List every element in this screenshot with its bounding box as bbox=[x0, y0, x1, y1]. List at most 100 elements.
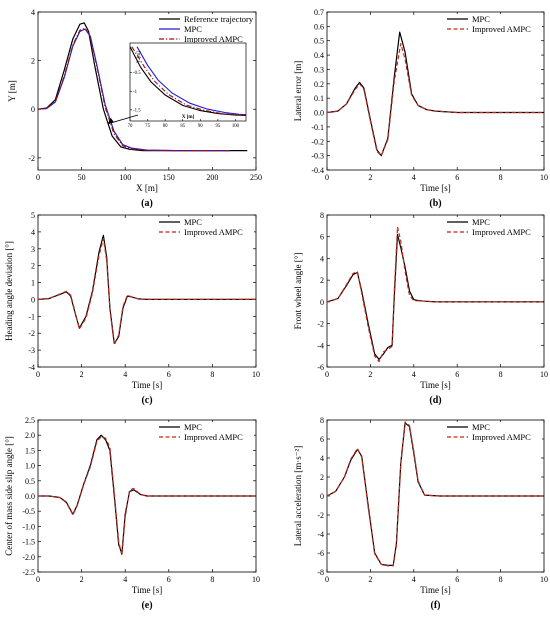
y-tick-label: -6 bbox=[317, 549, 324, 558]
legend-background bbox=[156, 14, 254, 48]
y-tick-label: 4 bbox=[320, 254, 324, 263]
y-tick-label: 2.0 bbox=[25, 431, 35, 440]
legend-entry: Improved AMPC bbox=[184, 34, 243, 44]
chart-panel-a: 0 50 100 150 200 250 -2 0 2 4 X [m] Y [m] (a) Referen… bbox=[7, 8, 262, 209]
series-line-mpc bbox=[38, 434, 256, 555]
y-tick-label: 5 bbox=[31, 211, 35, 220]
y-tick-label: 0 bbox=[31, 105, 35, 114]
legend-entry: MPC bbox=[472, 217, 490, 227]
x-tick-label: 8 bbox=[210, 370, 214, 379]
y-tick-label: 0.5 bbox=[314, 37, 324, 46]
series-line-mpc bbox=[327, 233, 544, 360]
series-line-mpc bbox=[327, 31, 544, 157]
x-tick-label: 2 bbox=[80, 370, 84, 379]
x-tick-label: 10 bbox=[252, 575, 260, 584]
series-line-improved-ampc bbox=[327, 42, 544, 157]
y-tick-label: 6 bbox=[320, 435, 324, 444]
y-tick-label: -0.2 bbox=[311, 137, 324, 146]
legend-entry: MPC bbox=[184, 24, 202, 34]
y-axis-label: Lateral acceleration [m·s⁻²] bbox=[293, 446, 303, 546]
series-group bbox=[327, 421, 544, 567]
plot-frame bbox=[326, 214, 545, 368]
x-tick-label: 8 bbox=[499, 370, 503, 379]
series-group bbox=[38, 22, 248, 152]
y-axis-label: Lateral error [m] bbox=[293, 61, 303, 121]
inset-x-tick-label: 95 bbox=[215, 124, 220, 129]
x-tick-label: 6 bbox=[455, 173, 459, 182]
legend-entry: MPC bbox=[184, 217, 202, 227]
x-tick-label: 0 bbox=[36, 173, 40, 182]
x-axis-label: Time [s] bbox=[132, 585, 162, 595]
y-tick-label: -4 bbox=[28, 363, 35, 372]
y-tick-label: 8 bbox=[320, 416, 324, 425]
series-line-mpc bbox=[38, 28, 230, 152]
x-tick-label: 4 bbox=[123, 575, 127, 584]
y-tick-label: -2 bbox=[317, 511, 324, 520]
y-tick-label: -1 bbox=[28, 312, 35, 321]
legend-entry: MPC bbox=[184, 422, 202, 432]
y-tick-label: 0.1 bbox=[314, 94, 324, 103]
inset-x-tick-label: 70 bbox=[128, 124, 133, 129]
x-tick-label: 2 bbox=[80, 575, 84, 584]
x-tick-label: 8 bbox=[499, 575, 503, 584]
legend-background bbox=[444, 14, 542, 38]
y-tick-label: -0.4 bbox=[311, 166, 324, 175]
series-line-improved-ampc bbox=[38, 436, 256, 556]
legend-entry: Improved AMPC bbox=[472, 227, 531, 237]
inset-series-line bbox=[131, 46, 246, 116]
x-tick-label: 8 bbox=[210, 575, 214, 584]
legend-entry: MPC bbox=[472, 14, 490, 24]
y-axis-label: Center of mass side slip angle [°] bbox=[4, 436, 14, 556]
y-tick-label: -1.5 bbox=[22, 538, 35, 547]
inset-series-line bbox=[136, 46, 246, 116]
y-tick-label: 4 bbox=[31, 228, 35, 237]
inset-x-tick-label: 85 bbox=[180, 124, 185, 129]
y-tick-label: 6 bbox=[320, 233, 324, 242]
inset-x-tick-label: 80 bbox=[163, 124, 168, 129]
y-tick-label: 8 bbox=[320, 211, 324, 220]
y-tick-label: 0.2 bbox=[314, 80, 324, 89]
series-group bbox=[38, 234, 256, 346]
x-axis-label: Time [s] bbox=[420, 585, 450, 595]
y-tick-label: -1.0 bbox=[22, 522, 35, 531]
y-tick-label: 2 bbox=[320, 276, 324, 285]
x-tick-label: 2 bbox=[368, 575, 372, 584]
y-tick-label: 1.5 bbox=[25, 446, 35, 455]
chart-panel-f: 0 2 4 6 8 10 -8 -6 -4 -2 0 2 4 6 8 Time [s] Lateral acce… bbox=[293, 416, 548, 611]
y-tick-label: -2 bbox=[28, 329, 35, 338]
x-tick-label: 4 bbox=[123, 370, 127, 379]
inset-x-tick-label: 100 bbox=[232, 124, 240, 129]
series-group bbox=[38, 434, 256, 556]
y-tick-label: 1 bbox=[31, 279, 35, 288]
x-tick-label: 0 bbox=[325, 370, 329, 379]
x-tick-label: 2 bbox=[368, 370, 372, 379]
inset-x-axis-label: X [m] bbox=[182, 115, 195, 120]
legend-background bbox=[156, 422, 254, 446]
y-tick-label: -6 bbox=[317, 363, 324, 372]
x-axis-label: Time [s] bbox=[420, 380, 450, 390]
x-axis-label: Time [s] bbox=[132, 380, 162, 390]
x-tick-label: 10 bbox=[252, 370, 260, 379]
legend-background bbox=[156, 217, 254, 241]
y-tick-label: 0.5 bbox=[25, 477, 35, 486]
panel-label: (a) bbox=[141, 198, 153, 209]
x-tick-label: 150 bbox=[163, 173, 175, 182]
y-tick-label: 2 bbox=[31, 262, 35, 271]
x-tick-label: 10 bbox=[540, 575, 548, 584]
series-line-improved-ampc bbox=[38, 238, 256, 346]
y-tick-label: 0.0 bbox=[25, 492, 35, 501]
inset-zoom: 70 75 80 85 90 95 100 -0.5 -1 -1.5 X [m] Y [m] bbox=[128, 42, 247, 129]
panel-label: (d) bbox=[429, 395, 441, 406]
y-tick-label: -0.3 bbox=[311, 152, 324, 161]
y-tick-label: 0 bbox=[320, 298, 324, 307]
panel-label: (b) bbox=[429, 198, 441, 209]
y-tick-label: -0.1 bbox=[311, 123, 324, 132]
legend-background bbox=[444, 217, 542, 241]
series-group bbox=[327, 226, 544, 363]
plot-frame bbox=[37, 11, 257, 171]
y-tick-label: 0.7 bbox=[314, 8, 324, 17]
x-tick-label: 4 bbox=[412, 370, 416, 379]
arrow-head-icon bbox=[107, 117, 114, 124]
